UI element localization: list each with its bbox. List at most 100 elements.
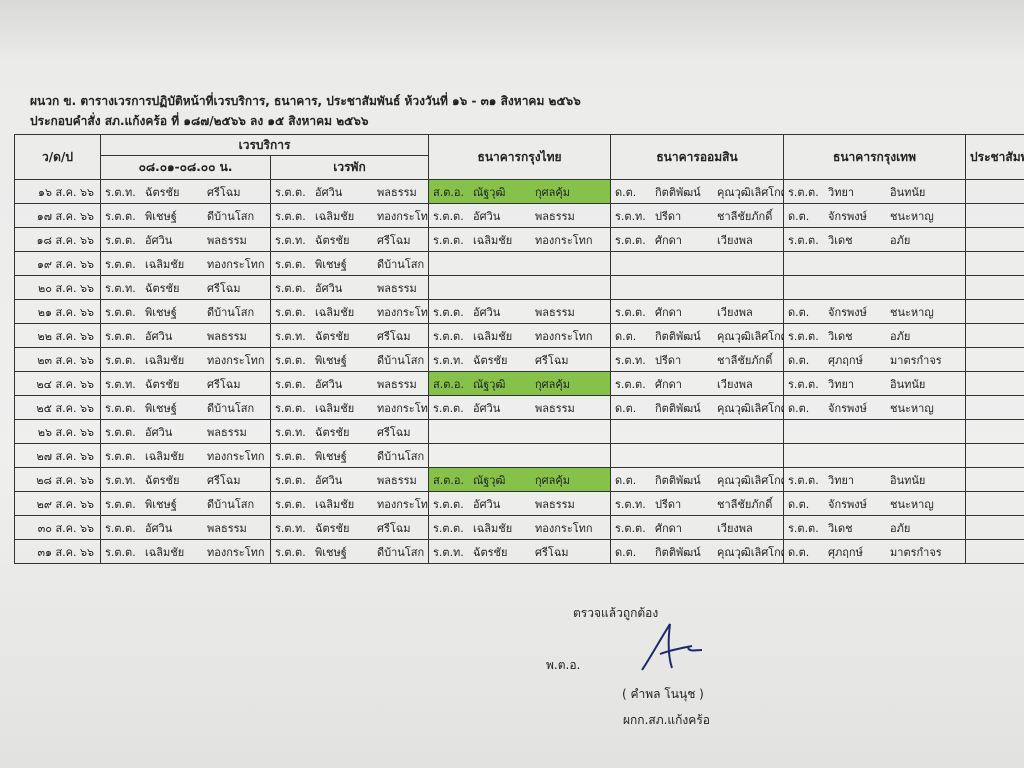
name-part: พิเชษฐ์	[145, 305, 177, 319]
date-cell: ๓๑ ส.ค. ๖๖	[14, 539, 101, 564]
table-body: ๑๖ ส.ค. ๖๖ ร.ต.ท. ฉัตรชัย ศรีโฉม ร.ต.ต. อัศวิ…	[14, 179, 1024, 564]
name-part: ศักดา	[655, 521, 682, 535]
duty-cell: ร.ต.ท. ฉัตรชัย ศรีโฉม	[269, 515, 430, 540]
duty-cell: ด.ต. ศุภฤกษ์ มาตรกำจร	[783, 539, 967, 564]
name-part: ทองกระโทก	[207, 257, 265, 271]
name-part: กิตติพัฒน์	[655, 545, 701, 559]
duty-cell: ร.ต.ท. ฉัตรชัย ศรีโฉม	[100, 467, 271, 492]
name-part: ร.ต.ต.	[105, 401, 136, 415]
name-part: ศักดา	[655, 377, 682, 391]
duty-cell: ร.ต.ต. ศักดา เวียงพล	[610, 515, 785, 540]
name-part: อัศวิน	[315, 473, 343, 487]
table-wrap: ว/ด/ป เวรบริการ ธนาคารกรุงไทย ธนาคารออมส…	[14, 134, 1024, 584]
duty-cell: ร.ต.ต. เฉลิมชัย ทองกระโทก	[428, 515, 612, 540]
duty-cell: ร.ต.ต. เฉลิมชัย ทองกระโทก	[100, 539, 271, 564]
duty-cell: ร.ต.ต. อัศวิน พลธรรม	[100, 323, 271, 348]
name-part: วิเดช	[828, 329, 853, 343]
name-part: ร.ต.ท.	[275, 329, 306, 343]
pr-cell	[965, 251, 1024, 276]
name-part: พิเชษฐ์	[315, 353, 347, 367]
name-part: ร.ต.ต.	[275, 185, 306, 199]
duty-cell: ร.ต.ต. พิเชษฐ์ ดีบ้านโสก	[100, 395, 271, 420]
name-part: อัศวิน	[473, 209, 501, 223]
duty-cell	[610, 419, 785, 444]
date-cell: ๒๔ ส.ค. ๖๖	[14, 371, 101, 396]
name-part: คุณวุฒิเลิศโกศล	[717, 329, 783, 343]
date-cell: ๒๕ ส.ค. ๖๖	[14, 395, 101, 420]
date-cell: ๒๐ ส.ค. ๖๖	[14, 275, 101, 300]
name-part: ร.ต.ท.	[275, 521, 306, 535]
pr-cell	[965, 443, 1024, 468]
name-part: เฉลิมชัย	[145, 353, 185, 367]
name-part: ร.ต.ต.	[275, 209, 306, 223]
name-part: ฉัตรชัย	[145, 281, 180, 295]
pr-cell	[965, 491, 1024, 516]
name-part: ด.ต.	[615, 185, 637, 199]
name-part: ทองกระโทก	[535, 329, 593, 343]
table-row: ๒๕ ส.ค. ๖๖ ร.ต.ต. พิเชษฐ์ ดีบ้านโสก ร.ต.ต. เฉ…	[14, 395, 1024, 420]
name-part: ชาลีชัยภักดิ์	[717, 497, 773, 511]
name-part: ทองกระโทก	[377, 209, 428, 223]
name-part: ด.ต.	[788, 305, 810, 319]
duty-cell	[428, 251, 612, 276]
duty-cell	[610, 443, 785, 468]
name-part: ทองกระโทก	[535, 233, 593, 247]
duty-cell: ร.ต.ต. ศักดา เวียงพล	[610, 299, 785, 324]
name-part: เวียงพล	[717, 377, 753, 391]
name-part: พลธรรม	[535, 209, 575, 223]
name-part: ร.ต.ต.	[615, 377, 646, 391]
pr-cell	[965, 419, 1024, 444]
name-part: ชนะหาญ	[890, 209, 934, 223]
name-part: วิเดช	[828, 233, 853, 247]
name-part: ชนะหาญ	[890, 305, 934, 319]
name-part: พิเชษฐ์	[315, 449, 347, 463]
table-row: ๑๗ ส.ค. ๖๖ ร.ต.ต. พิเชษฐ์ ดีบ้านโสก ร.ต.ต. เฉ…	[14, 203, 1024, 228]
name-part: ส.ต.อ.	[433, 377, 464, 391]
name-part: คุณวุฒิเลิศโกศล	[717, 545, 783, 559]
name-part: กิตติพัฒน์	[655, 329, 701, 343]
pr-cell	[965, 539, 1024, 564]
date-cell: ๒๓ ส.ค. ๖๖	[14, 347, 101, 372]
name-part: ฉัตรชัย	[315, 329, 350, 343]
signer-rank: พ.ต.อ.	[546, 658, 581, 672]
duty-cell: ร.ต.ต. อัศวิน พลธรรม	[428, 395, 612, 420]
name-part: ชาลีชัยภักดิ์	[717, 209, 773, 223]
duty-cell: ร.ต.ต. เฉลิมชัย ทองกระโทก	[269, 203, 430, 228]
pr-header: ประชาสัมพันธ์	[965, 134, 1024, 180]
name-part: ร.ต.ต.	[275, 473, 306, 487]
certified: ตรวจแล้วถูกต้อง	[573, 606, 659, 620]
name-part: ร.ต.ต.	[788, 521, 819, 535]
name-part: ฉัตรชัย	[315, 233, 350, 247]
service-header: เวรบริการ	[99, 134, 430, 156]
duty-cell	[428, 419, 612, 444]
name-part: ศักดา	[655, 305, 682, 319]
name-part: ดีบ้านโสก	[377, 449, 425, 463]
duty-cell	[428, 275, 612, 300]
duty-cell: ร.ต.ต. พิเชษฐ์ ดีบ้านโสก	[269, 539, 430, 564]
name-part: พิเชษฐ์	[315, 545, 347, 559]
duty-table: ว/ด/ป เวรบริการ ธนาคารกรุงไทย ธนาคารออมส…	[14, 134, 1024, 564]
name-part: ร.ต.ต.	[275, 353, 306, 367]
name-part: ด.ต.	[788, 401, 810, 415]
name-part: ส.ต.อ.	[433, 185, 464, 199]
name-part: ศรีโฉม	[377, 329, 411, 343]
duty-cell: ร.ต.ต. อัศวิน พลธรรม	[269, 467, 430, 492]
name-part: ทองกระโทก	[377, 401, 428, 415]
name-part: พิเชษฐ์	[145, 401, 177, 415]
name-part: ณัฐวุฒิ	[473, 185, 506, 199]
name-part: ทองกระโทก	[207, 545, 265, 559]
name-part: ร.ต.ต.	[105, 209, 136, 223]
name-part: ร.ต.ต.	[105, 449, 136, 463]
duty-cell	[610, 275, 785, 300]
pr-cell	[965, 467, 1024, 492]
name-part: ร.ต.ต.	[433, 233, 464, 247]
name-part: ดีบ้านโสก	[207, 497, 255, 511]
pr-cell	[965, 323, 1024, 348]
name-part: พลธรรม	[377, 281, 417, 295]
name-part: ศักดา	[655, 233, 682, 247]
duty-cell: ร.ต.ท. ฉัตรชัย ศรีโฉม	[100, 371, 271, 396]
name-part: ร.ต.ท.	[105, 185, 136, 199]
name-part: ร.ต.ต.	[615, 233, 646, 247]
date-cell: ๑๘ ส.ค. ๖๖	[14, 227, 101, 252]
duty-cell: ร.ต.ต. พิเชษฐ์ ดีบ้านโสก	[100, 203, 271, 228]
